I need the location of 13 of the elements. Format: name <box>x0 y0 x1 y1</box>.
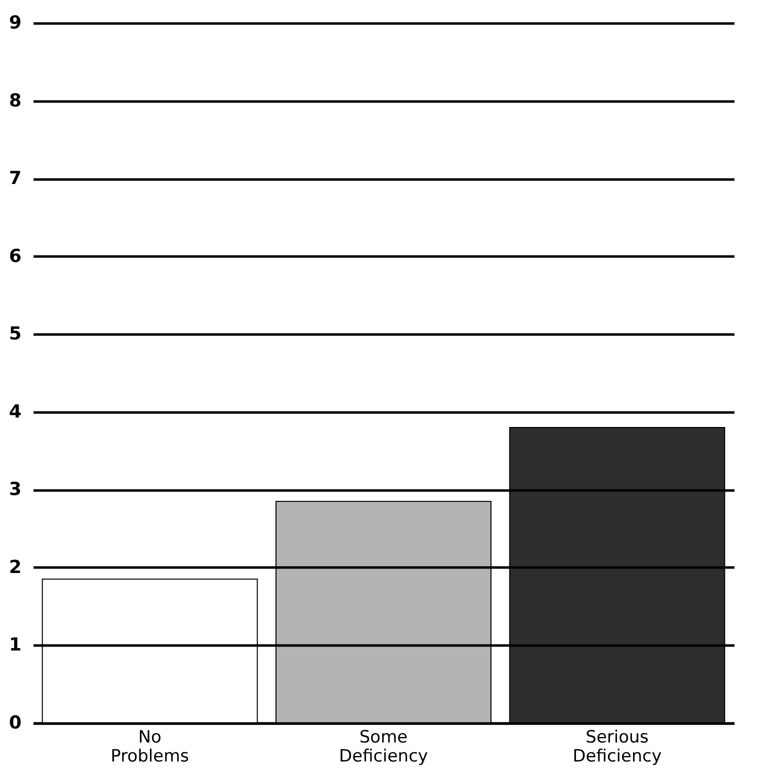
y-tick-label: 8 <box>8 90 22 112</box>
y-tick-label: 3 <box>8 479 22 500</box>
y-tick-label: 4 <box>8 401 22 422</box>
y-tick-label: 1 <box>8 634 22 656</box>
x-tick-label: No Problems <box>110 728 190 766</box>
y-tick-label: 7 <box>8 168 22 190</box>
x-tick-label: Serious Deficiency <box>572 728 662 766</box>
y-tick-label: 5 <box>8 324 22 345</box>
y-tick-label: 9 <box>8 12 22 34</box>
x-tick-label: Some Deficiency <box>339 728 428 766</box>
y-tick-label: 2 <box>8 556 22 578</box>
y-tick-label: 6 <box>8 246 22 267</box>
y-tick-label: 0 <box>8 712 22 734</box>
